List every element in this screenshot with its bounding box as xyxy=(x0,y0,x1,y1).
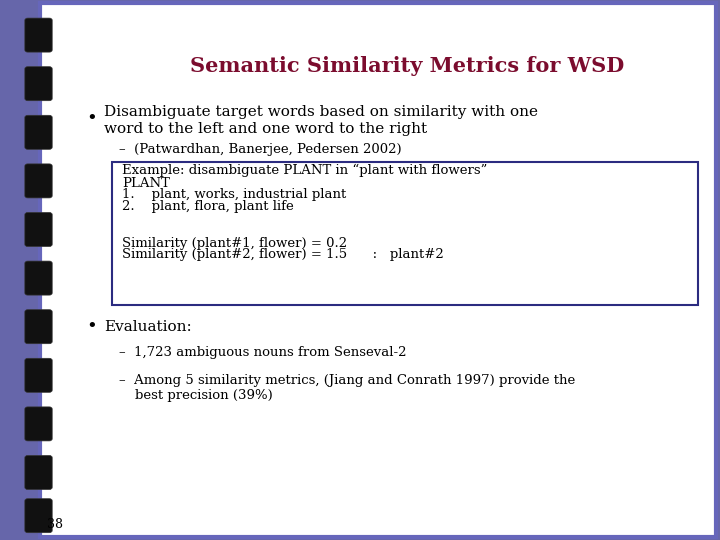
Text: best precision (39%): best precision (39%) xyxy=(135,389,272,402)
FancyBboxPatch shape xyxy=(24,309,53,344)
FancyBboxPatch shape xyxy=(24,261,53,295)
FancyBboxPatch shape xyxy=(40,3,716,537)
Text: –  Among 5 similarity metrics, (Jiang and Conrath 1997) provide the: – Among 5 similarity metrics, (Jiang and… xyxy=(119,374,575,387)
Text: Similarity (plant#2, flower) = 1.5      :   plant#2: Similarity (plant#2, flower) = 1.5 : pla… xyxy=(122,248,444,261)
FancyBboxPatch shape xyxy=(24,164,53,198)
FancyBboxPatch shape xyxy=(24,18,53,52)
Text: 2.    plant, flora, plant life: 2. plant, flora, plant life xyxy=(122,200,294,213)
Text: Example: disambiguate PLANT in “plant with flowers”: Example: disambiguate PLANT in “plant wi… xyxy=(122,164,487,177)
Text: Disambiguate target words based on similarity with one: Disambiguate target words based on simil… xyxy=(104,105,539,119)
FancyBboxPatch shape xyxy=(24,407,53,441)
Text: –  1,723 ambiguous nouns from Senseval-2: – 1,723 ambiguous nouns from Senseval-2 xyxy=(119,346,406,359)
Text: 38: 38 xyxy=(47,518,63,531)
Text: PLANT: PLANT xyxy=(122,177,170,190)
FancyBboxPatch shape xyxy=(24,116,53,149)
Text: –  (Patwardhan, Banerjee, Pedersen 2002): – (Patwardhan, Banerjee, Pedersen 2002) xyxy=(119,143,402,156)
FancyBboxPatch shape xyxy=(24,212,53,246)
FancyBboxPatch shape xyxy=(24,499,53,532)
Text: Semantic Similarity Metrics for WSD: Semantic Similarity Metrics for WSD xyxy=(189,56,624,76)
Text: 1.    plant, works, industrial plant: 1. plant, works, industrial plant xyxy=(122,188,346,201)
FancyBboxPatch shape xyxy=(112,162,698,305)
Text: Similarity (plant#1, flower) = 0.2: Similarity (plant#1, flower) = 0.2 xyxy=(122,237,348,250)
Text: Evaluation:: Evaluation: xyxy=(104,320,192,334)
FancyBboxPatch shape xyxy=(24,455,53,489)
Text: word to the left and one word to the right: word to the left and one word to the rig… xyxy=(104,122,428,136)
Text: •: • xyxy=(86,318,97,336)
FancyBboxPatch shape xyxy=(24,66,53,100)
Text: •: • xyxy=(86,110,97,128)
FancyBboxPatch shape xyxy=(24,359,53,392)
